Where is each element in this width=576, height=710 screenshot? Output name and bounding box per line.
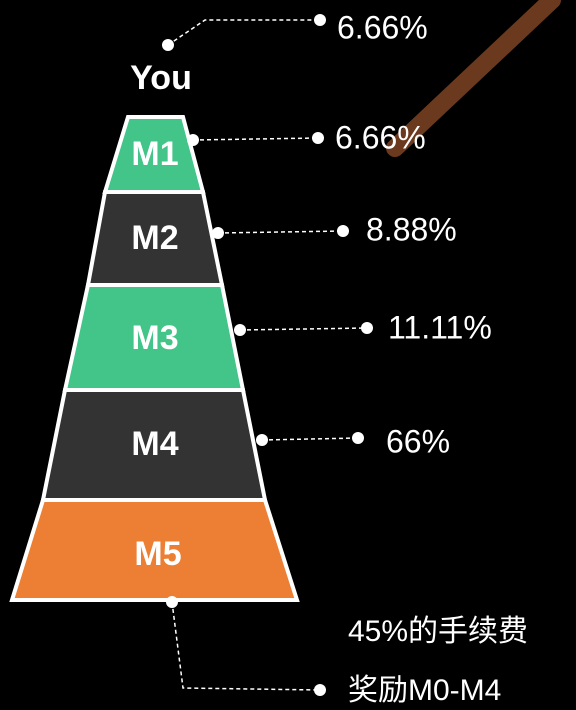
level-label: M5 <box>134 535 181 573</box>
percent-label: 66% <box>386 423 450 459</box>
leader-dot <box>256 434 268 446</box>
leader-dot <box>352 432 364 444</box>
level-label: M4 <box>131 425 178 463</box>
level-label: M1 <box>131 135 178 173</box>
leader-dot <box>187 134 199 146</box>
percent-label: 8.88% <box>366 211 457 247</box>
note-line: 45%的手续费 <box>348 615 528 648</box>
leader-dot <box>361 322 373 334</box>
leader-dot <box>212 227 224 239</box>
percent-label: 11.11% <box>388 309 492 345</box>
level-label: M3 <box>131 319 178 357</box>
leader-dot <box>314 14 326 26</box>
pyramid-diagram: You M1 M2 M3 M4 M5 6.66% 6.66% 8.88% 11.… <box>0 0 576 710</box>
leader-dot <box>314 684 326 696</box>
note-line: 奖励M0-M4 <box>348 674 501 707</box>
leader-dot <box>312 132 324 144</box>
level-label: M2 <box>131 219 178 257</box>
leader-dot <box>166 596 178 608</box>
percent-label: 6.66% <box>335 119 426 155</box>
leader-dot <box>162 39 174 51</box>
leader-dot <box>234 324 246 336</box>
percent-label: 6.66% <box>337 9 428 45</box>
leader-dot <box>337 225 349 237</box>
top-label: You <box>130 59 192 97</box>
